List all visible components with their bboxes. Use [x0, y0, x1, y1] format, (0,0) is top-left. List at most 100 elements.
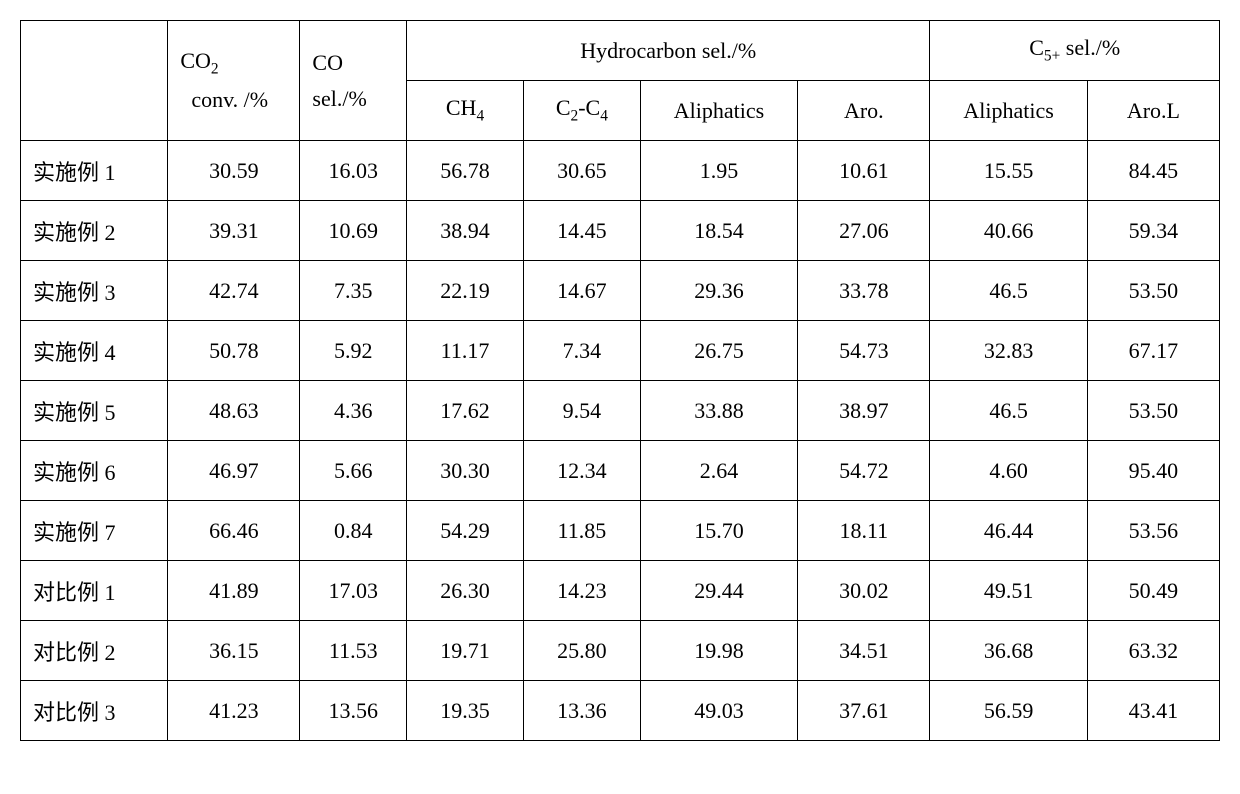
header-blank — [21, 21, 168, 141]
cell-aro-2: 84.45 — [1087, 141, 1219, 201]
cell-aro-1: 27.06 — [798, 201, 930, 261]
cell-co2-conv: 66.46 — [168, 501, 300, 561]
co2-conv-text: conv. /% — [180, 87, 268, 112]
cell-co2-conv: 36.15 — [168, 621, 300, 681]
cell-aro-1: 37.61 — [798, 681, 930, 741]
cell-aro-1: 10.61 — [798, 141, 930, 201]
header-co-sel: CO sel./% — [300, 21, 407, 141]
cell-aro-2: 43.41 — [1087, 681, 1219, 741]
table-header: CO2 conv. /% CO sel./% Hydrocarbon sel./… — [21, 21, 1220, 141]
cell-co-sel: 5.92 — [300, 321, 407, 381]
cell-c2c4: 13.36 — [523, 681, 640, 741]
table-row: 实施例 450.785.9211.177.3426.7554.7332.8367… — [21, 321, 1220, 381]
cell-aliphatics-1: 1.95 — [640, 141, 797, 201]
header-ch4: CH4 — [407, 81, 524, 141]
cell-aliphatics-1: 19.98 — [640, 621, 797, 681]
cell-co-sel: 10.69 — [300, 201, 407, 261]
cell-aro-2: 63.32 — [1087, 621, 1219, 681]
header-c5plus-group: C5+ sel./% — [930, 21, 1220, 81]
cell-co2-conv: 39.31 — [168, 201, 300, 261]
cell-aro-1: 38.97 — [798, 381, 930, 441]
co2-text: CO2 — [180, 48, 218, 73]
cell-aliphatics-2: 49.51 — [930, 561, 1087, 621]
cell-aliphatics-2: 46.5 — [930, 261, 1087, 321]
cell-c2c4: 9.54 — [523, 381, 640, 441]
cell-aliphatics-1: 29.36 — [640, 261, 797, 321]
cell-aro-1: 34.51 — [798, 621, 930, 681]
cell-aliphatics-2: 40.66 — [930, 201, 1087, 261]
table-row: 对比例 141.8917.0326.3014.2329.4430.0249.51… — [21, 561, 1220, 621]
header-hydrocarbon-group: Hydrocarbon sel./% — [407, 21, 930, 81]
cell-aro-2: 53.50 — [1087, 261, 1219, 321]
cell-aliphatics-1: 15.70 — [640, 501, 797, 561]
table-row: 实施例 646.975.6630.3012.342.6454.724.6095.… — [21, 441, 1220, 501]
cell-aro-1: 54.73 — [798, 321, 930, 381]
cell-aro-2: 53.50 — [1087, 381, 1219, 441]
table-row: 对比例 236.1511.5319.7125.8019.9834.5136.68… — [21, 621, 1220, 681]
cell-co-sel: 0.84 — [300, 501, 407, 561]
table-row: 实施例 342.747.3522.1914.6729.3633.7846.553… — [21, 261, 1220, 321]
cell-aliphatics-2: 46.5 — [930, 381, 1087, 441]
cell-aro-2: 95.40 — [1087, 441, 1219, 501]
cell-aliphatics-1: 26.75 — [640, 321, 797, 381]
cell-co2-conv: 41.89 — [168, 561, 300, 621]
co-sel-text: sel./% — [312, 86, 366, 111]
cell-aro-2: 59.34 — [1087, 201, 1219, 261]
cell-aliphatics-2: 36.68 — [930, 621, 1087, 681]
row-label: 实施例 2 — [21, 201, 168, 261]
cell-aro-1: 18.11 — [798, 501, 930, 561]
data-table: CO2 conv. /% CO sel./% Hydrocarbon sel./… — [20, 20, 1220, 741]
table-row: 实施例 239.3110.6938.9414.4518.5427.0640.66… — [21, 201, 1220, 261]
cell-ch4: 19.71 — [407, 621, 524, 681]
table-row: 实施例 766.460.8454.2911.8515.7018.1146.445… — [21, 501, 1220, 561]
cell-aliphatics-1: 29.44 — [640, 561, 797, 621]
cell-aliphatics-2: 4.60 — [930, 441, 1087, 501]
cell-aliphatics-1: 2.64 — [640, 441, 797, 501]
cell-ch4: 54.29 — [407, 501, 524, 561]
cell-c2c4: 14.45 — [523, 201, 640, 261]
table-body: 实施例 130.5916.0356.7830.651.9510.6115.558… — [21, 141, 1220, 741]
cell-aro-2: 50.49 — [1087, 561, 1219, 621]
cell-aro-1: 30.02 — [798, 561, 930, 621]
table-row: 对比例 341.2313.5619.3513.3649.0337.6156.59… — [21, 681, 1220, 741]
cell-co2-conv: 46.97 — [168, 441, 300, 501]
cell-co2-conv: 41.23 — [168, 681, 300, 741]
cell-co-sel: 17.03 — [300, 561, 407, 621]
cell-ch4: 22.19 — [407, 261, 524, 321]
header-aliphatics-2: Aliphatics — [930, 81, 1087, 141]
header-co2-conv: CO2 conv. /% — [168, 21, 300, 141]
cell-ch4: 19.35 — [407, 681, 524, 741]
cell-c2c4: 30.65 — [523, 141, 640, 201]
cell-co2-conv: 50.78 — [168, 321, 300, 381]
cell-co2-conv: 42.74 — [168, 261, 300, 321]
cell-ch4: 38.94 — [407, 201, 524, 261]
cell-co2-conv: 30.59 — [168, 141, 300, 201]
cell-co-sel: 4.36 — [300, 381, 407, 441]
cell-ch4: 26.30 — [407, 561, 524, 621]
row-label: 实施例 3 — [21, 261, 168, 321]
row-label: 对比例 3 — [21, 681, 168, 741]
cell-aro-1: 33.78 — [798, 261, 930, 321]
row-label: 实施例 6 — [21, 441, 168, 501]
cell-co-sel: 5.66 — [300, 441, 407, 501]
cell-c2c4: 14.67 — [523, 261, 640, 321]
cell-aliphatics-2: 15.55 — [930, 141, 1087, 201]
row-label: 对比例 2 — [21, 621, 168, 681]
cell-c2c4: 11.85 — [523, 501, 640, 561]
cell-c2c4: 25.80 — [523, 621, 640, 681]
cell-c2c4: 14.23 — [523, 561, 640, 621]
cell-ch4: 11.17 — [407, 321, 524, 381]
header-aliphatics-1: Aliphatics — [640, 81, 797, 141]
cell-aro-2: 53.56 — [1087, 501, 1219, 561]
cell-ch4: 17.62 — [407, 381, 524, 441]
header-row-1: CO2 conv. /% CO sel./% Hydrocarbon sel./… — [21, 21, 1220, 81]
row-label: 实施例 5 — [21, 381, 168, 441]
cell-aliphatics-1: 18.54 — [640, 201, 797, 261]
cell-aliphatics-2: 46.44 — [930, 501, 1087, 561]
row-label: 实施例 4 — [21, 321, 168, 381]
cell-co2-conv: 48.63 — [168, 381, 300, 441]
cell-co-sel: 16.03 — [300, 141, 407, 201]
cell-co-sel: 7.35 — [300, 261, 407, 321]
cell-co-sel: 11.53 — [300, 621, 407, 681]
table-row: 实施例 548.634.3617.629.5433.8838.9746.553.… — [21, 381, 1220, 441]
